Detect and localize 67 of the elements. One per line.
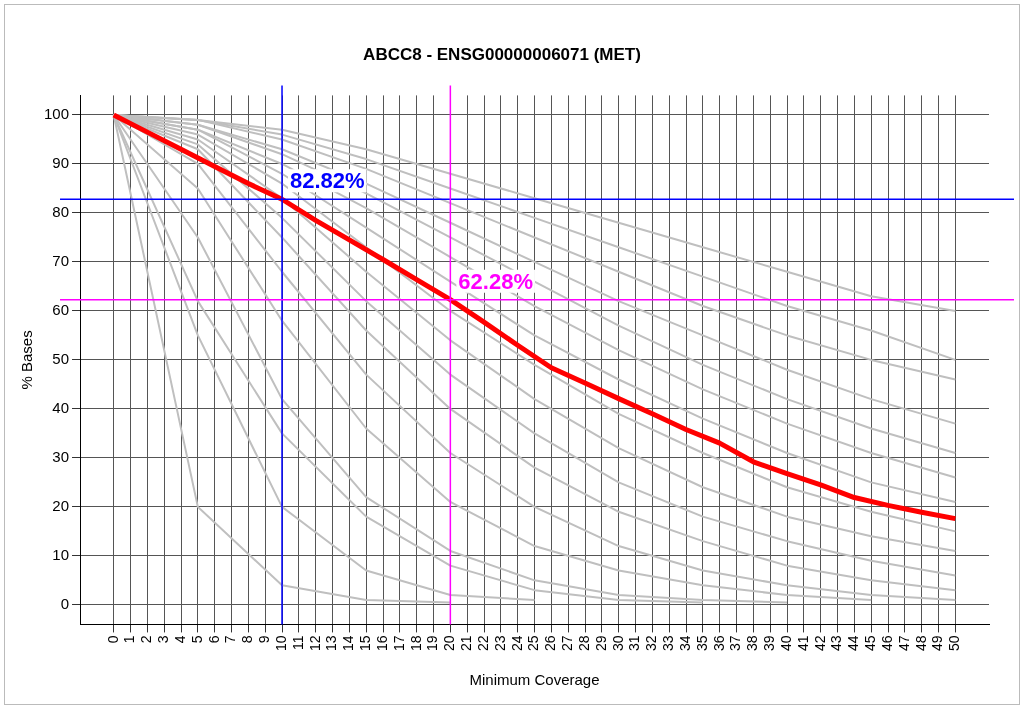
y-axis-title: % Bases bbox=[18, 330, 36, 390]
x-tick-label: 15 bbox=[357, 635, 374, 652]
x-tick-label: 23 bbox=[491, 635, 508, 652]
x-tick-label: 34 bbox=[676, 635, 693, 652]
x-tick-label: 18 bbox=[407, 635, 424, 652]
x-tick-label: 43 bbox=[828, 635, 845, 652]
x-tick-label: 24 bbox=[508, 635, 525, 652]
x-tick-label: 20 bbox=[441, 635, 458, 652]
y-tick-label: 10 bbox=[52, 545, 70, 563]
x-tick-label: 44 bbox=[845, 635, 862, 652]
x-tick-label: 0 bbox=[104, 635, 121, 644]
x-tick-label: 46 bbox=[878, 635, 895, 652]
y-tick-label: 80 bbox=[52, 203, 70, 221]
x-tick-label: 25 bbox=[525, 635, 542, 652]
chart-title: ABCC8 - ENSG00000006071 (MET) bbox=[363, 44, 641, 64]
y-tick-label: 100 bbox=[44, 105, 70, 123]
annotation: 62.28% bbox=[458, 268, 533, 294]
x-tick-label: 49 bbox=[929, 635, 946, 652]
x-tick-label: 31 bbox=[626, 635, 643, 652]
y-tick-label: 70 bbox=[52, 252, 70, 270]
y-tick-label: 60 bbox=[52, 301, 70, 319]
x-tick-label: 33 bbox=[660, 635, 677, 652]
x-tick-label: 14 bbox=[340, 635, 357, 652]
x-tick-label: 10 bbox=[272, 635, 289, 652]
y-tick-label: 0 bbox=[60, 594, 70, 612]
x-tick-label: 2 bbox=[138, 635, 155, 644]
x-tick-label: 7 bbox=[222, 635, 239, 644]
x-tick-label: 36 bbox=[710, 635, 727, 652]
x-tick-label: 35 bbox=[693, 635, 710, 652]
x-tick-label: 5 bbox=[188, 635, 205, 644]
x-tick-label: 40 bbox=[777, 635, 794, 652]
x-tick-label: 30 bbox=[609, 635, 626, 652]
x-tick-label: 17 bbox=[390, 635, 407, 652]
x-tick-label: 29 bbox=[592, 635, 609, 652]
y-tick-label: 30 bbox=[52, 448, 70, 466]
x-tick-label: 1 bbox=[121, 635, 138, 644]
x-tick-label: 8 bbox=[239, 635, 256, 644]
x-tick-label: 39 bbox=[761, 635, 778, 652]
y-tick-label: 20 bbox=[52, 497, 70, 515]
x-tick-label: 28 bbox=[575, 635, 592, 652]
x-tick-label: 9 bbox=[256, 635, 273, 644]
x-tick-label: 12 bbox=[306, 635, 323, 652]
x-tick-label: 16 bbox=[373, 635, 390, 652]
x-tick-label: 41 bbox=[794, 635, 811, 652]
x-tick-label: 26 bbox=[542, 635, 559, 652]
x-tick-label: 22 bbox=[474, 635, 491, 652]
x-tick-label: 32 bbox=[643, 635, 660, 652]
x-tick-label: 19 bbox=[424, 635, 441, 652]
x-tick-label: 6 bbox=[205, 635, 222, 644]
x-tick-label: 42 bbox=[811, 635, 828, 652]
x-tick-label: 37 bbox=[727, 635, 744, 652]
x-tick-label: 21 bbox=[458, 635, 475, 652]
annotation: 82.82% bbox=[290, 168, 365, 194]
x-tick-label: 3 bbox=[155, 635, 172, 644]
y-tick-label: 90 bbox=[52, 154, 70, 172]
x-tick-label: 38 bbox=[744, 635, 761, 652]
x-tick-label: 47 bbox=[895, 635, 912, 652]
x-tick-label: 11 bbox=[289, 635, 306, 650]
x-tick-label: 27 bbox=[559, 635, 576, 652]
y-tick-label: 50 bbox=[52, 350, 70, 368]
y-tick-label: 40 bbox=[52, 399, 70, 417]
x-axis-title: Minimum Coverage bbox=[469, 671, 600, 689]
x-tick-label: 48 bbox=[912, 635, 929, 652]
x-tick-label: 4 bbox=[171, 635, 188, 644]
x-tick-label: 13 bbox=[323, 635, 340, 652]
x-tick-label: 50 bbox=[946, 635, 963, 652]
x-tick-label: 45 bbox=[862, 635, 879, 652]
